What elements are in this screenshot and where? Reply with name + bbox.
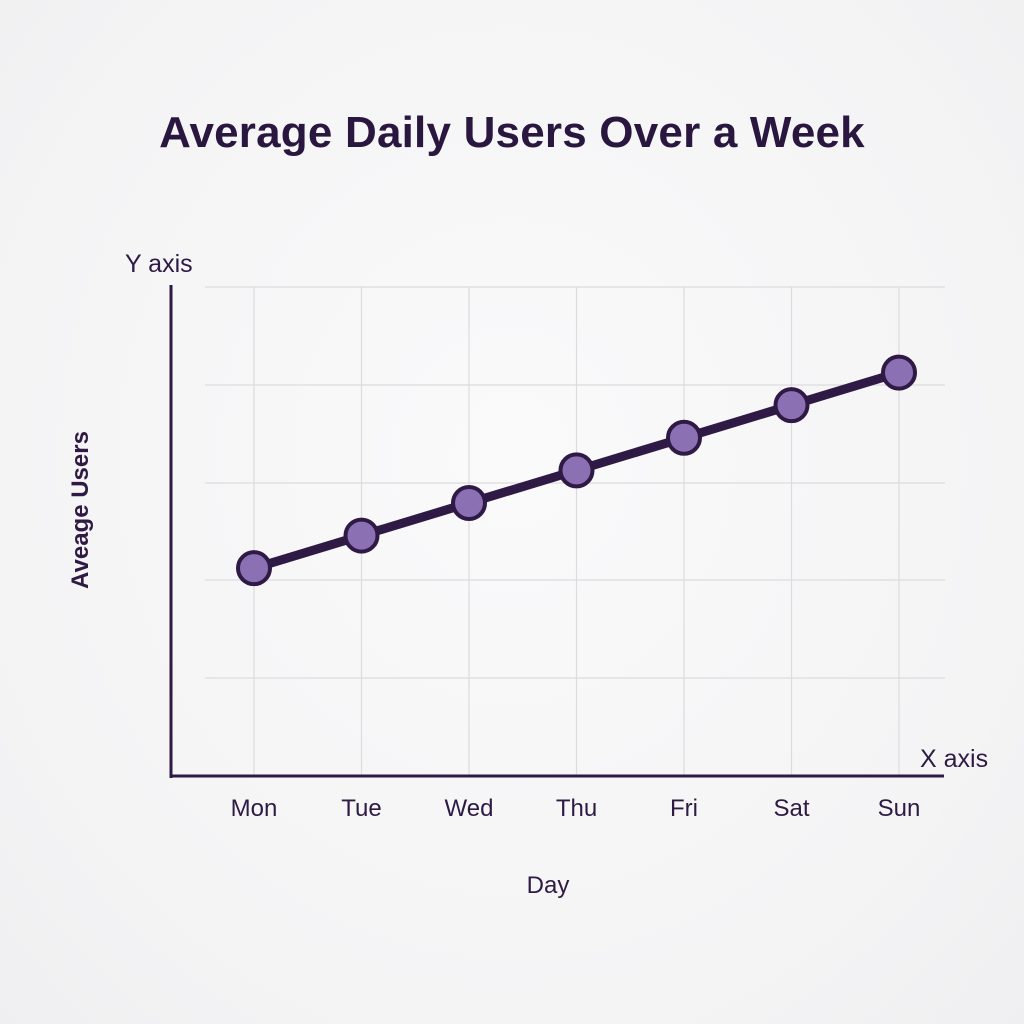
x-tick-label: Tue (341, 795, 381, 822)
x-axis-title: Day (527, 872, 570, 899)
grid (205, 286, 945, 776)
data-point-wed (451, 484, 487, 521)
axes: Y axis X axis Day Aveage Users (67, 250, 988, 899)
series-users (236, 354, 917, 587)
y-axis-title: Aveage Users (67, 431, 94, 589)
data-point-fri (666, 419, 702, 456)
data-point-thu (558, 452, 595, 489)
data-point-sat (773, 387, 810, 424)
x-axis-marker: X axis (920, 745, 988, 773)
data-point-mon (236, 550, 272, 587)
y-axis-marker: Y axis (125, 250, 193, 278)
x-tick-label: Sat (773, 795, 809, 822)
chart-title: Average Daily Users Over a Week (159, 108, 865, 157)
data-point-tue (343, 517, 380, 554)
x-tick-labels: Mon Tue Wed Thu Fri Sat Sun (231, 795, 921, 822)
x-tick-label: Sun (878, 795, 921, 822)
x-tick-label: Wed (445, 795, 494, 822)
x-tick-label: Mon (231, 795, 278, 822)
x-tick-label: Fri (670, 795, 698, 822)
data-point-sun (881, 354, 917, 391)
x-tick-label: Thu (556, 795, 597, 822)
